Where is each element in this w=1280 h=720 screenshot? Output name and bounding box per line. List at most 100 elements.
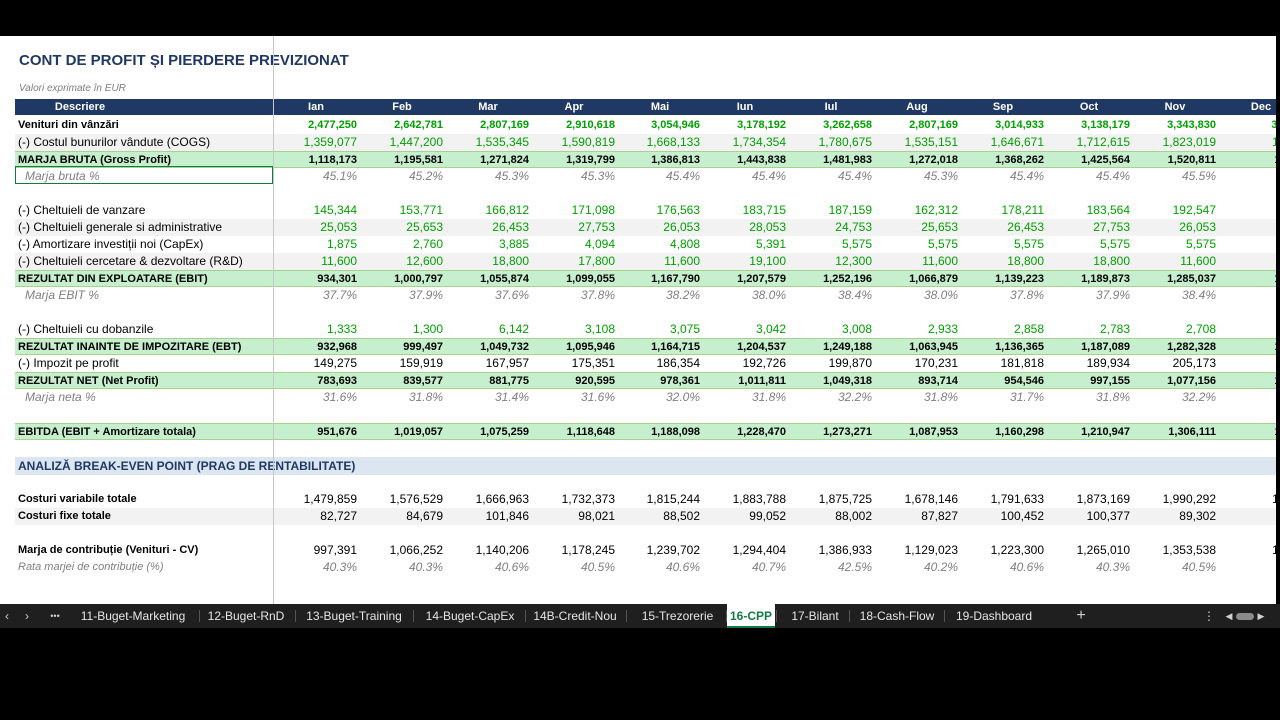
value-cell-dec[interactable]: 1,363 (1222, 424, 1276, 441)
value-cell-iul[interactable]: 3,008 (841, 322, 872, 336)
value-cell-dec[interactable]: 202 (1222, 202, 1276, 219)
value-cell-aug[interactable]: 2,807,169 (909, 119, 958, 131)
row-label[interactable]: Venituri din vânzări (18, 119, 119, 131)
value-cell-oct[interactable]: 1,210,947 (1081, 426, 1130, 438)
sheet-tab-13-buget-training[interactable]: 13-Buget-Training (306, 609, 402, 623)
value-cell-nov[interactable]: 192,547 (1172, 203, 1216, 217)
value-cell-iun[interactable]: 1,443,838 (737, 154, 786, 166)
value-cell-iul[interactable]: 1,386,933 (818, 543, 872, 557)
value-cell-apr[interactable]: 17,800 (578, 254, 615, 268)
value-cell-oct[interactable]: 40.3% (1095, 560, 1130, 574)
value-cell-oct[interactable]: 1,265,010 (1076, 543, 1130, 557)
row-label[interactable]: Costuri fixe totale (18, 510, 111, 522)
value-cell-iul[interactable]: 3,262,658 (823, 119, 872, 131)
value-cell-apr[interactable]: 45.3% (580, 169, 615, 183)
value-cell-mar[interactable]: 1,140,206 (475, 543, 529, 557)
value-cell-dec[interactable]: 214 (1222, 355, 1276, 372)
value-cell-aug[interactable]: 1,066,879 (909, 273, 958, 285)
value-cell-mai[interactable]: 1,668,133 (646, 135, 700, 149)
value-cell-sep[interactable]: 2,858 (1013, 322, 1044, 336)
value-cell-iun[interactable]: 1,207,579 (737, 273, 786, 285)
value-cell-sep[interactable]: 1,160,298 (995, 426, 1044, 438)
value-cell-iul[interactable]: 88,002 (835, 509, 872, 523)
horizontal-scrollbar-thumb[interactable] (1236, 613, 1254, 620)
value-cell-iul[interactable]: 1,252,196 (823, 273, 872, 285)
value-cell-iun[interactable]: 3,178,192 (737, 119, 786, 131)
value-cell-apr[interactable]: 3,108 (584, 322, 615, 336)
value-cell-oct[interactable]: 1,189,873 (1081, 273, 1130, 285)
value-cell-mai[interactable]: 1,188,098 (651, 426, 700, 438)
more-tabs-icon[interactable]: ••• (50, 611, 60, 621)
value-cell-oct[interactable]: 1,187,089 (1081, 341, 1130, 353)
value-cell-mai[interactable]: 4,808 (669, 237, 700, 251)
value-cell-iun[interactable]: 1,204,537 (737, 341, 786, 353)
value-cell-sep[interactable]: 5,575 (1013, 237, 1044, 251)
value-cell-apr[interactable]: 1,319,799 (566, 154, 615, 166)
value-cell-dec[interactable]: 98 (1222, 508, 1276, 525)
value-cell-feb[interactable]: 12,600 (406, 254, 443, 268)
value-cell-aug[interactable]: 2,933 (927, 322, 958, 336)
value-cell-iul[interactable]: 1,249,188 (823, 341, 872, 353)
value-cell-dec[interactable]: 28 (1222, 219, 1276, 236)
value-cell-sep[interactable]: 1,223,300 (990, 543, 1044, 557)
value-cell-aug[interactable]: 5,575 (927, 237, 958, 251)
sheet-tab-11-buget-marketing[interactable]: 11-Buget-Marketing (80, 609, 186, 623)
value-cell-mar[interactable]: 101,846 (485, 509, 529, 523)
value-cell-dec[interactable]: 1,595 (1222, 152, 1276, 169)
value-cell-mai[interactable]: 1,167,790 (651, 273, 700, 285)
value-cell-mai[interactable]: 40.6% (665, 560, 700, 574)
value-cell-oct[interactable]: 189,934 (1086, 356, 1130, 370)
value-cell-iun[interactable]: 3,042 (755, 322, 786, 336)
value-cell-oct[interactable]: 2,783 (1099, 322, 1130, 336)
value-cell-apr[interactable]: 31.6% (580, 390, 615, 404)
value-cell-iul[interactable]: 42.5% (837, 560, 872, 574)
value-cell-dec[interactable]: 40 (1222, 559, 1276, 576)
value-cell-mar[interactable]: 1,075,259 (480, 426, 529, 438)
row-label[interactable] (18, 304, 268, 321)
value-cell-ian[interactable]: 1,118,173 (308, 154, 357, 166)
value-cell-feb[interactable]: 37.9% (408, 288, 443, 302)
value-cell-sep[interactable]: 31.7% (1009, 390, 1044, 404)
value-cell-nov[interactable]: 3,343,830 (1167, 119, 1216, 131)
row-label[interactable]: Marja bruta % (25, 169, 100, 183)
value-cell-iun[interactable]: 28,053 (749, 220, 786, 234)
value-cell-feb[interactable]: 31.8% (408, 390, 443, 404)
value-cell-oct[interactable]: 45.4% (1095, 169, 1130, 183)
value-cell-feb[interactable]: 153,771 (399, 203, 443, 217)
value-cell-feb[interactable]: 839,577 (403, 375, 443, 387)
value-cell-mar[interactable]: 26,453 (492, 220, 529, 234)
value-cell-ian[interactable]: 45.1% (322, 169, 357, 183)
value-cell-mar[interactable]: 31.4% (494, 390, 529, 404)
value-cell-aug[interactable]: 1,272,018 (909, 154, 958, 166)
sheet-tab-16-cpp[interactable]: 16-CPP (727, 604, 775, 628)
value-cell-mar[interactable]: 40.6% (494, 560, 529, 574)
value-cell-oct[interactable]: 3,138,179 (1081, 119, 1130, 131)
value-cell-dec[interactable]: 1,959 (1271, 492, 1276, 506)
value-cell-feb[interactable]: 1,195,581 (394, 154, 443, 166)
value-cell-feb[interactable]: 40.3% (408, 560, 443, 574)
row-label[interactable]: MARJA BRUTA (Gross Profit) (18, 154, 171, 166)
value-cell-iun[interactable]: 1,011,811 (738, 375, 786, 387)
value-cell-feb[interactable]: 1,066,252 (389, 543, 443, 557)
chevron-right-icon[interactable]: › (25, 609, 29, 623)
value-cell-feb[interactable]: 2,642,781 (394, 119, 443, 131)
selected-cell[interactable] (15, 166, 273, 184)
value-cell-sep[interactable]: 18,800 (1007, 254, 1044, 268)
sheet-tab-15-trezorerie[interactable]: 15-Trezorerie (641, 609, 714, 623)
value-cell-iun[interactable]: 1,294,404 (732, 543, 786, 557)
value-cell-iul[interactable]: 5,575 (841, 237, 872, 251)
row-label[interactable]: (-) Costul bunurilor vândute (COGS) (18, 135, 211, 149)
value-cell-apr[interactable]: 175,351 (571, 356, 615, 370)
value-cell-oct[interactable]: 18,800 (1093, 254, 1130, 268)
value-cell-sep[interactable]: 1,136,365 (995, 341, 1044, 353)
value-cell-iul[interactable]: 1,273,271 (823, 426, 872, 438)
sheet-tab-12-buget-rnd[interactable]: 12-Buget-RnD (207, 609, 285, 623)
row-label[interactable]: Marja EBIT % (25, 288, 100, 302)
value-cell-iul[interactable]: 1,049,318 (823, 375, 872, 387)
value-cell-ian[interactable]: 1,875 (326, 237, 357, 251)
value-cell-iun[interactable]: 45.4% (751, 169, 786, 183)
sheet-tab-19-dashboard[interactable]: 19-Dashboard (955, 609, 1033, 623)
value-cell-ian[interactable]: 149,275 (313, 356, 357, 370)
value-cell-ian[interactable]: 997,391 (313, 543, 357, 557)
value-cell-mai[interactable]: 88,502 (663, 509, 700, 523)
